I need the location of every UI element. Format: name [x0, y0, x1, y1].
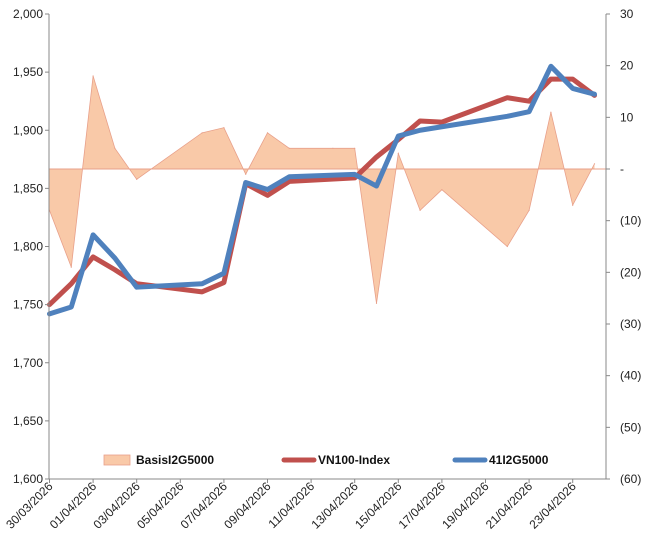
axes-layer — [48, 14, 607, 480]
area-point-14 — [419, 209, 421, 211]
left-tick-label: 1,900 — [13, 123, 43, 137]
41i2g5000-point-1 — [70, 306, 73, 308]
area-point-8 — [266, 132, 269, 134]
area-point-10 — [332, 147, 334, 149]
area-point-11 — [354, 147, 356, 149]
41i2g5000-point-2 — [92, 234, 94, 236]
41i2g5000-point-18 — [571, 87, 574, 90]
vn100-index-point-2 — [92, 256, 94, 258]
series-line-41i2g5000 — [47, 63, 597, 317]
vn100-index-point-14 — [441, 121, 443, 123]
left-tick-label: 1,850 — [13, 181, 43, 195]
41i2g5000-point-17 — [550, 65, 552, 68]
41i2g5000-point-8 — [266, 188, 269, 191]
area-point-12 — [375, 302, 378, 304]
area-point-2 — [92, 75, 94, 77]
legend-label: VN100-Index — [318, 453, 390, 467]
vn100-index-point-1 — [70, 282, 73, 285]
41i2g5000-point-4 — [135, 286, 138, 288]
41i2g5000-point-6 — [223, 272, 225, 275]
legend-item-vn100-index: VN100-Index — [281, 453, 390, 467]
left-tick-label: 1,950 — [13, 65, 43, 79]
41i2g5000-point-9 — [288, 175, 291, 178]
vn100-index-point-13 — [419, 120, 421, 122]
right-tick-label: (60) — [620, 472, 641, 486]
right-y-axis-ticks: (60) (50) (40) (30) (20) (10) - 10 20 30 — [606, 7, 641, 486]
right-tick-label: (50) — [620, 420, 641, 434]
area-point-7 — [245, 173, 247, 175]
vn100-index-point-15 — [506, 96, 509, 99]
41i2g5000-point-11 — [375, 185, 378, 187]
left-tick-label: 1,800 — [13, 240, 43, 254]
left-y-axis-ticks: 1,600 1,650 1,700 1,750 1,800 1,850 1,900 1,950… — [13, 7, 49, 486]
right-tick-label: (10) — [620, 214, 641, 228]
area-point-19 — [572, 204, 574, 206]
41i2g5000-point-16 — [528, 110, 530, 113]
41i2g5000-point-7 — [244, 181, 247, 184]
area-point-4 — [136, 178, 138, 180]
basis-area-layer — [48, 75, 596, 304]
vn100-index-point-18 — [571, 78, 574, 80]
x-tick-label: 23/04/2026 — [526, 479, 579, 532]
right-tick-label: (20) — [620, 265, 641, 279]
vn100-index-point-16 — [528, 100, 530, 102]
area-point-13 — [397, 152, 399, 155]
41i2g5000-point-19 — [593, 93, 596, 96]
area-point-16 — [506, 245, 508, 248]
area-point-15 — [441, 189, 443, 191]
right-tick-label: 30 — [620, 7, 634, 21]
area-point-3 — [114, 147, 116, 149]
right-tick-label: (40) — [620, 369, 641, 383]
41i2g5000-point-13 — [419, 129, 421, 132]
area-point-1 — [70, 266, 72, 268]
legend-item-41i2g5000: 41I2G5000 — [452, 453, 549, 467]
legend-label: BasisI2G5000 — [136, 453, 214, 467]
price-lines-layer — [47, 63, 597, 317]
area-point-20 — [593, 163, 596, 165]
area-point-9 — [288, 147, 290, 149]
vn100-index-point-11 — [375, 156, 378, 158]
right-tick-label: 20 — [620, 59, 634, 73]
vn100-index-point-10 — [353, 177, 356, 179]
right-tick-label: 10 — [620, 110, 634, 124]
41i2g5000-point-3 — [114, 257, 116, 259]
legend-swatch — [103, 454, 131, 466]
vn100-index-point-5 — [201, 291, 203, 293]
area-point-17 — [528, 209, 530, 211]
x-axis-ticks: 30/03/202601/04/202603/04/202605/04/2026… — [3, 479, 579, 532]
left-tick-label: 1,700 — [13, 356, 43, 370]
left-tick-label: 1,600 — [13, 472, 43, 486]
series-line-vn100-index — [47, 76, 597, 308]
area-point-5 — [201, 132, 203, 134]
vn100-index-point-17 — [550, 78, 552, 80]
41i2g5000-point-12 — [397, 135, 400, 137]
left-tick-label: 2,000 — [13, 7, 43, 21]
legend: BasisI2G5000 VN100-Index 41I2G5000 — [103, 453, 549, 467]
vn100-index-point-8 — [266, 194, 269, 197]
x-tick-label: 09/04/2026 — [221, 479, 274, 532]
right-tick-label: - — [620, 162, 624, 176]
area-point-18 — [550, 111, 552, 113]
series-area-basisi2g5000 — [49, 76, 595, 304]
vn100-index-point-9 — [288, 180, 291, 183]
legend-item-basisi2g5000: BasisI2G5000 — [103, 453, 214, 467]
41i2g5000-point-5 — [201, 282, 203, 285]
41i2g5000-point-15 — [506, 115, 509, 118]
left-tick-label: 1,650 — [13, 414, 43, 428]
41i2g5000-point-14 — [441, 125, 443, 128]
vn100-index-point-6 — [223, 281, 225, 284]
legend-label: 41I2G5000 — [489, 453, 549, 467]
right-tick-label: (30) — [620, 317, 641, 331]
left-tick-label: 1,750 — [13, 298, 43, 312]
area-point-6 — [223, 127, 225, 129]
41i2g5000-point-10 — [353, 173, 356, 176]
vn100-index-point-3 — [114, 268, 116, 271]
